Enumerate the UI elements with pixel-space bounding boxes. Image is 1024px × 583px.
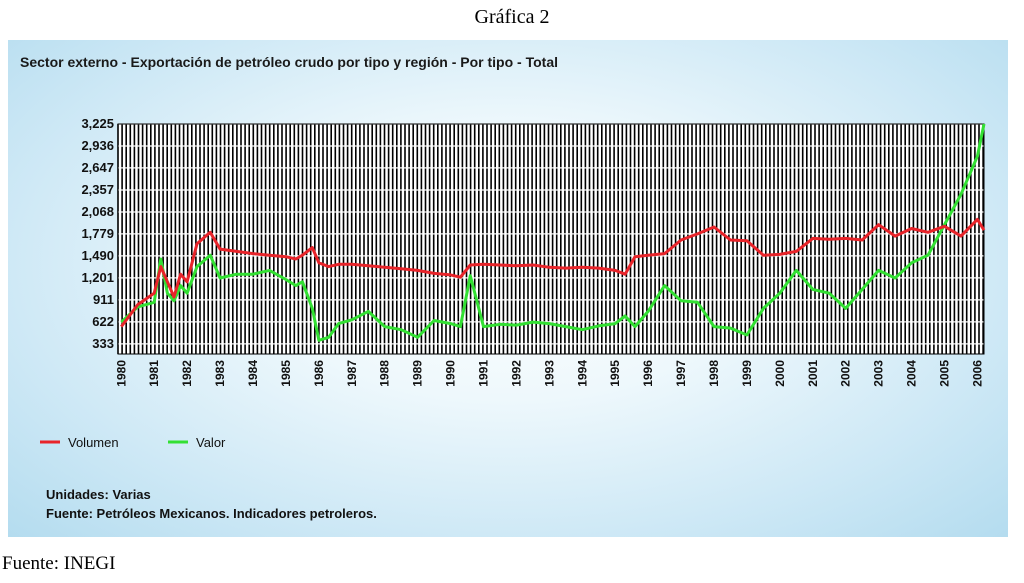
x-tick-label: 2002 xyxy=(839,360,853,387)
legend-label-volumen: Volumen xyxy=(68,435,119,450)
y-tick-label: 1,779 xyxy=(81,226,114,241)
y-tick-label: 2,357 xyxy=(81,182,114,197)
x-tick-label: 2006 xyxy=(970,360,984,387)
x-tick-label: 2001 xyxy=(806,360,820,387)
legend-label-valor: Valor xyxy=(196,435,226,450)
y-tick-label: 2,936 xyxy=(81,138,114,153)
x-tick-label: 1991 xyxy=(477,360,491,387)
y-tick-label: 1,201 xyxy=(81,270,114,285)
x-tick-label: 1985 xyxy=(279,360,293,387)
x-tick-label: 1994 xyxy=(575,360,589,387)
y-tick-label: 2,647 xyxy=(81,160,114,175)
x-tick-label: 1996 xyxy=(641,360,655,387)
y-tick-label: 3,225 xyxy=(81,116,114,131)
x-tick-label: 2003 xyxy=(872,360,886,387)
x-tick-label: 1997 xyxy=(674,360,688,387)
x-tick-label: 1986 xyxy=(312,360,326,387)
x-tick-label: 1987 xyxy=(345,360,359,387)
series-line-volumen xyxy=(120,217,986,328)
x-tick-label: 2005 xyxy=(938,360,952,387)
y-tick-label: 622 xyxy=(92,314,114,329)
plot-frame xyxy=(117,123,985,355)
axes: 3,225 2,936 2,647 2,357 2,068 1,779 1,490 1,201… xyxy=(81,116,984,387)
x-tick-label: 1998 xyxy=(707,360,721,387)
legend: Volumen Valor xyxy=(40,435,226,450)
series-line-valor xyxy=(120,123,986,342)
x-tick-label: 1995 xyxy=(608,360,622,387)
page-title: Gráfica 2 xyxy=(474,6,550,28)
x-tick-label: 1980 xyxy=(114,360,128,387)
x-tick-label: 1981 xyxy=(147,360,161,387)
x-tick-label: 1992 xyxy=(509,360,523,387)
y-tick-label: 333 xyxy=(92,336,114,351)
source-note: Fuente: Petróleos Mexicanos. Indicadores… xyxy=(46,506,377,521)
x-tick-label: 1984 xyxy=(246,360,260,387)
x-tick-label: 1982 xyxy=(180,360,194,387)
x-tick-label: 2000 xyxy=(773,360,787,387)
footer-source: Fuente: INEGI xyxy=(2,553,116,574)
y-tick-label: 1,490 xyxy=(81,248,114,263)
x-tick-label: 2004 xyxy=(905,360,919,387)
x-tick-label: 1983 xyxy=(213,360,227,387)
y-tick-label: 911 xyxy=(93,292,114,307)
x-tick-label: 1989 xyxy=(411,360,425,387)
x-tick-label: 1993 xyxy=(542,360,556,387)
x-tick-label: 1999 xyxy=(740,360,754,387)
units-note: Unidades: Varias xyxy=(46,487,151,502)
x-tick-label: 1988 xyxy=(378,360,392,387)
y-tick-label: 2,068 xyxy=(81,204,114,219)
chart-title: Sector externo - Exportación de petróleo… xyxy=(20,54,559,70)
x-tick-label: 1990 xyxy=(444,360,458,387)
series-lines xyxy=(120,123,986,342)
